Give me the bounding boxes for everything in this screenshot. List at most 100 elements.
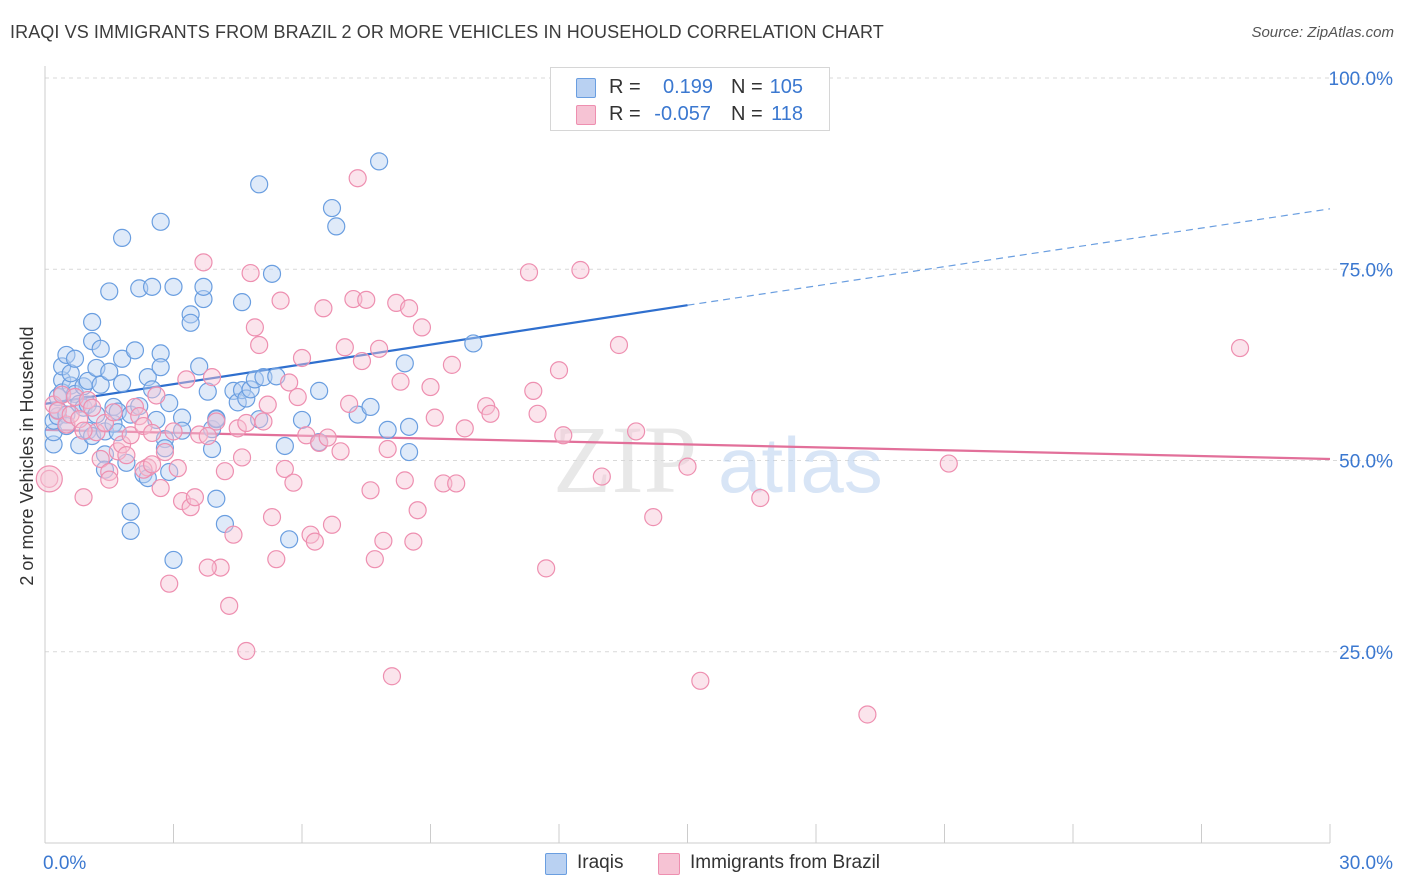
brazil-point <box>121 426 140 445</box>
brazil-point <box>181 498 200 517</box>
brazil-point <box>1230 338 1250 358</box>
brazil-point <box>250 335 269 355</box>
iraqis-point <box>164 277 183 296</box>
brazil-point <box>177 370 196 389</box>
brazil-point <box>61 405 80 424</box>
brazil-point <box>237 413 256 433</box>
brazil-point <box>151 478 170 498</box>
iraqis-point <box>280 530 299 549</box>
watermark-atlas: atlas <box>718 421 883 509</box>
iraqis-point <box>121 521 140 540</box>
brazil-point <box>310 433 329 453</box>
iraqis-point <box>142 277 162 296</box>
iraqis-point <box>65 349 85 368</box>
brazil-point <box>155 442 175 462</box>
iraqis-trend-extension <box>687 208 1331 306</box>
iraqis-point <box>83 312 102 332</box>
iraqis-n-value: 105 <box>769 76 803 98</box>
brazil-point <box>524 381 543 400</box>
brazil-point <box>348 169 367 188</box>
brazil-trend-line <box>44 428 1331 461</box>
trend-lines <box>44 208 1331 461</box>
iraqis-legend-swatch <box>545 853 567 875</box>
brazil-point <box>160 574 179 593</box>
brazil-point <box>280 373 299 392</box>
brazil-point <box>554 426 573 445</box>
legend-row-brazil: R = -0.057 N = 118 <box>551 101 829 127</box>
brazil-point <box>382 667 402 686</box>
brazil-point <box>207 412 226 431</box>
brazil-point <box>455 419 474 438</box>
iraqis-point <box>464 334 483 353</box>
n-label: N = <box>731 76 763 98</box>
iraqis-point <box>399 442 419 462</box>
iraqis-point <box>112 349 132 368</box>
iraqis-point <box>100 282 119 301</box>
brazil-point <box>322 515 342 534</box>
brazil-point <box>258 395 277 414</box>
brazil-point <box>340 394 359 413</box>
brazil-point <box>421 377 440 397</box>
brazil-point <box>318 428 337 447</box>
brazil-point <box>528 404 547 423</box>
brazil-point <box>104 403 123 422</box>
brazil-point <box>395 471 414 490</box>
x-tick-label: 30.0% <box>1339 853 1393 874</box>
iraqis-point <box>361 397 380 417</box>
brazil-point <box>442 355 462 374</box>
brazil-point <box>288 387 307 407</box>
brazil-point <box>378 439 397 459</box>
brazil-point <box>117 446 136 465</box>
brazil-point <box>241 263 260 283</box>
iraqis-point <box>399 417 419 436</box>
iraqis-point <box>241 380 260 399</box>
brazil-legend-label: Immigrants from Brazil <box>690 852 881 873</box>
brazil-point <box>83 398 102 417</box>
brazil-point <box>391 372 410 391</box>
brazil-point <box>134 460 153 479</box>
brazil-point <box>194 253 213 272</box>
iraqis-point <box>121 502 140 521</box>
brazil-point <box>275 459 294 479</box>
iraqis-point <box>155 439 175 458</box>
brazil-point <box>331 442 350 461</box>
iraqis-point <box>125 341 145 360</box>
iraqis-point <box>112 374 132 393</box>
brazil-point <box>374 531 393 550</box>
brazil-point <box>691 671 710 690</box>
brazil-point <box>335 338 354 357</box>
brazil-point <box>100 470 119 489</box>
iraqis-point <box>275 436 294 456</box>
y-axis-label: 2 or more Vehicles in Household <box>17 326 37 585</box>
source-label: Source: ZipAtlas.com <box>1251 24 1394 41</box>
brazil-point <box>215 462 234 481</box>
brazil-point <box>404 532 423 551</box>
gridlines <box>45 77 1392 653</box>
brazil-point <box>220 596 239 615</box>
brazil-point <box>305 532 324 551</box>
iraqis-point <box>327 217 346 236</box>
brazil-point <box>314 299 333 318</box>
brazil-point <box>254 412 273 431</box>
brazil-point <box>147 386 166 405</box>
chart-title: IRAQI VS IMMIGRANTS FROM BRAZIL 2 OR MOR… <box>10 22 884 42</box>
brazil-point <box>125 397 145 417</box>
iraqis-point <box>395 354 414 373</box>
watermark-zip: ZIP <box>553 406 697 513</box>
stats-legend: R = 0.199 N = 105 R = -0.057 N = 118 <box>550 67 830 131</box>
iraqis-point <box>172 408 192 427</box>
brazil-point <box>537 559 556 578</box>
iraqis-swatch <box>576 78 596 98</box>
iraqis-point <box>61 364 80 383</box>
brazil-point <box>592 467 611 486</box>
brazil-point <box>185 488 205 507</box>
brazil-point <box>202 368 222 387</box>
iraqis-point <box>160 462 179 482</box>
brazil-point <box>357 290 376 309</box>
brazil-point <box>224 525 243 544</box>
watermark: ZIP atlas <box>553 406 883 513</box>
brazil-point <box>434 474 453 493</box>
brazil-point <box>142 455 162 474</box>
iraqis-point <box>91 339 110 358</box>
brazil-point <box>751 488 770 508</box>
